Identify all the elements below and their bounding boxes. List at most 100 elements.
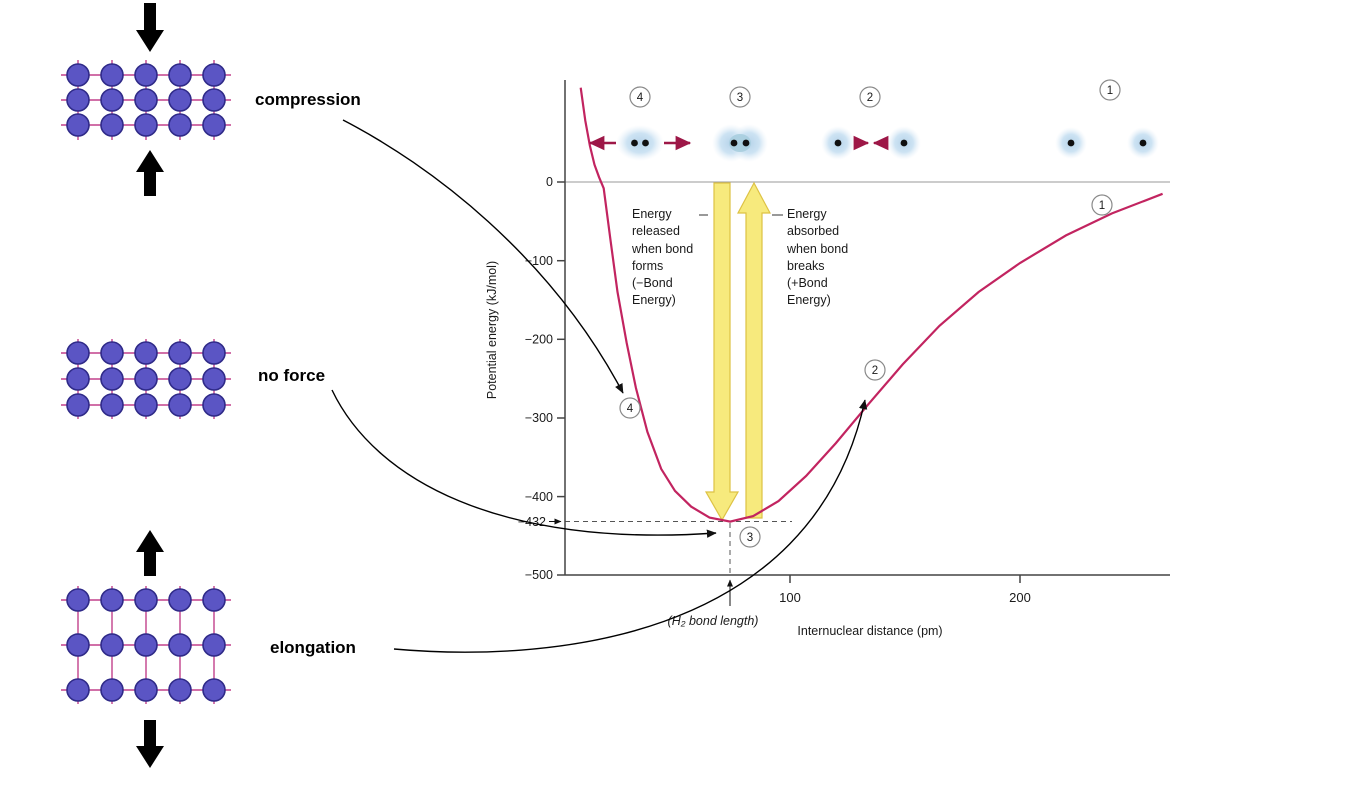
elongation-arrow-up-icon [136,530,164,576]
atom-circle [168,367,192,391]
nucleus-dot [742,139,750,147]
stage-number: 2 [872,365,878,377]
atom-circle [100,633,124,657]
atom-circle [168,588,192,612]
atom-circle [168,341,192,365]
nucleus-dot [834,139,842,147]
atom-pair-2-attracting [821,126,921,160]
atom-circle [134,341,158,365]
energy-released-arrow-icon [704,182,740,522]
nucleus-dot [1139,139,1147,147]
atom-circle [202,367,226,391]
compression-arrow-down-icon [136,3,164,52]
atom-circle [134,63,158,87]
atom-circle [168,113,192,137]
y-tick-label: −300 [525,411,553,425]
stage-marker-1-curve: 1 [1091,194,1113,216]
stage-number: 2 [867,92,873,104]
stage-number: 3 [737,92,743,104]
atom-circle [134,88,158,112]
atom-pair-4-compressed [588,125,692,161]
atom-circle [202,88,226,112]
stage-number: 1 [1107,85,1113,97]
lattice-atoms [66,63,226,137]
atom-circle [100,88,124,112]
atom-circle [168,63,192,87]
lattice-elongation [61,530,231,768]
lattice-atoms [66,588,226,702]
x-axis-title: Internuclear distance (pm) [797,624,942,638]
atom-circle [100,341,124,365]
atom-circle [202,113,226,137]
y-tick-label: −400 [525,490,553,504]
elongation-arrow-down-icon [136,720,164,768]
atom-circle [66,341,90,365]
stage-marker-4-top: 4 [629,86,651,108]
energy-absorbed-arrow-icon [737,181,771,519]
atom-circle [168,393,192,417]
atom-circle [100,367,124,391]
stage-number: 4 [637,92,644,104]
stage-number: 3 [747,532,753,544]
atom-circle [66,588,90,612]
x-tick-label: 200 [1009,590,1031,605]
atom-circle [66,678,90,702]
atom-circle [168,633,192,657]
stage-marker-2-curve: 2 [864,359,886,381]
stage-marker-2-top: 2 [859,86,881,108]
atom-circle [66,367,90,391]
compression-arrow-up-icon [136,150,164,196]
atom-circle [202,678,226,702]
atom-circle [66,88,90,112]
stage-marker-4-curve: 4 [619,397,641,419]
nucleus-dot [642,139,649,147]
nucleus-dot [631,139,638,147]
y-tick-label: 0 [546,175,553,189]
atom-circle [100,678,124,702]
y-axis-title: Potential energy (kJ/mol) [485,261,499,399]
atom-circle [168,88,192,112]
atom-circle [100,63,124,87]
atom-circle [168,678,192,702]
energy-released-annotation: Energy released when bond forms (−Bond E… [632,207,694,308]
atom-circle [202,341,226,365]
atom-circle [134,393,158,417]
atom-pair-1-separate [1055,127,1159,159]
nucleus-dot [730,139,738,147]
atom-circle [134,678,158,702]
stage-number: 4 [627,403,634,415]
lattice-atoms [66,341,226,417]
y-tick-label: −100 [525,254,553,268]
atom-circle [134,633,158,657]
nucleus-dot [1067,139,1075,147]
atom-circle [100,113,124,137]
compression-label: compression [255,90,361,109]
no-force-label: no force [258,366,326,385]
atom-circle [66,633,90,657]
nucleus-dot [900,139,908,147]
atom-circle [134,588,158,612]
x-tick-label: 100 [779,590,801,605]
atom-circle [202,63,226,87]
atom-circle [100,588,124,612]
atom-pair-3-bonded [712,124,768,162]
atom-circle [134,113,158,137]
potential-energy-chart: 0 −100 −200 −300 −400 −500 −432 100 200 … [485,79,1170,638]
atom-circle [202,633,226,657]
elongation-label: elongation [270,638,356,657]
atom-circle [66,393,90,417]
atom-circle [202,588,226,612]
stage-marker-3-top: 3 [729,86,751,108]
stage-marker-1-top: 1 [1099,79,1121,101]
stage-marker-3-curve: 3 [739,526,761,548]
shared-electron-region [729,134,751,152]
atom-circle [66,63,90,87]
atom-circle [202,393,226,417]
y-tick-label: −200 [525,333,553,347]
atom-circle [66,113,90,137]
lattice-compression [61,3,231,196]
electron-cloud [616,125,664,161]
bond-length-label: (H₂ bond length) [668,614,759,628]
lattice-no-force [61,339,231,419]
